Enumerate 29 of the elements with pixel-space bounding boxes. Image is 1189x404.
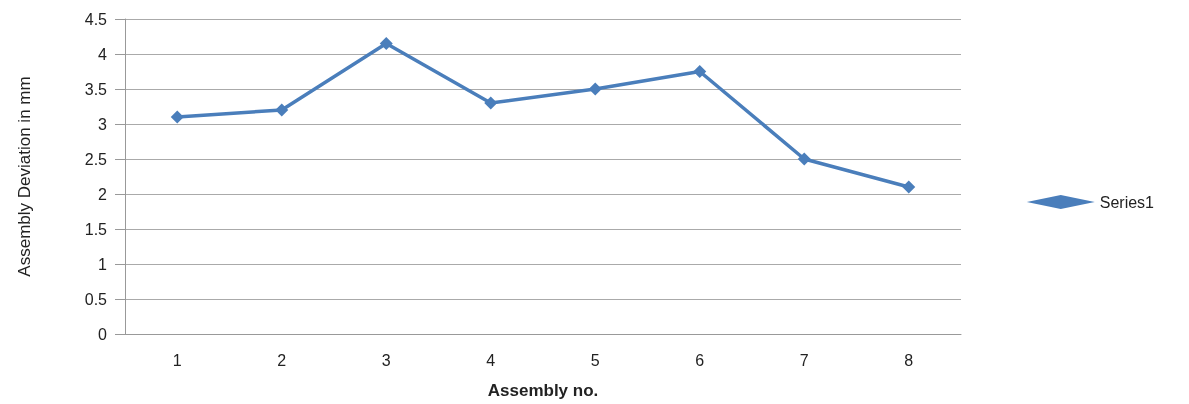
x-tick-label: 8 (904, 351, 914, 369)
x-tick-label: 7 (799, 351, 809, 369)
y-axis-title: Assembly Deviation in mm (15, 76, 34, 277)
x-tick-label: 4 (486, 351, 496, 369)
x-tick-label: 6 (695, 351, 705, 369)
y-tick-label: 2.5 (84, 150, 108, 168)
point (379, 37, 393, 50)
point (902, 180, 916, 194)
y-tick-label: 0 (98, 325, 108, 343)
x-tick-label: 2 (277, 351, 287, 369)
y-tick-label: 0.5 (84, 290, 108, 308)
x-tick-label: 1 (172, 351, 182, 369)
y-tick-label: 4.5 (84, 10, 108, 28)
y-tick-label: 3 (98, 115, 108, 133)
point (797, 152, 811, 166)
point (588, 82, 602, 96)
point (170, 110, 184, 124)
point (693, 65, 707, 78)
y-tick-label: 3.5 (84, 80, 108, 98)
x-axis-title: Assembly no. (487, 381, 599, 400)
point (275, 103, 289, 117)
y-tick-label: 2 (98, 185, 108, 203)
legend-label: Series1 (1099, 193, 1155, 211)
y-tick-label: 1 (98, 255, 108, 273)
point (484, 96, 498, 110)
y-tick-label: 1.5 (84, 220, 108, 238)
y-tick-label: 4 (98, 45, 108, 63)
x-tick-label: 5 (590, 351, 600, 369)
x-tick-label: 3 (381, 351, 391, 369)
